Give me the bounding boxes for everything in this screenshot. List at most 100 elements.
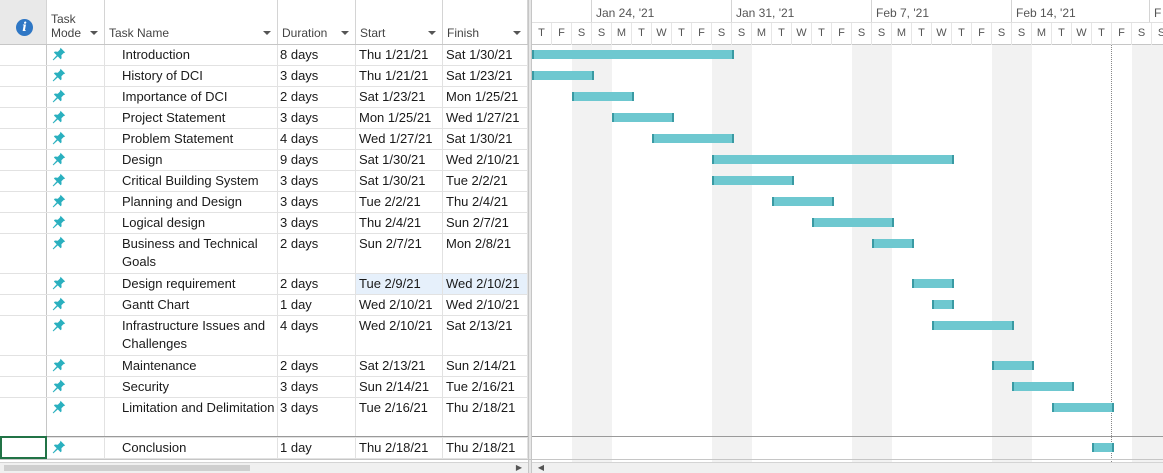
view-splitter[interactable] [528, 0, 532, 473]
task-name-cell[interactable]: Problem Statement [105, 129, 278, 149]
duration-cell[interactable]: 3 days [278, 377, 356, 397]
task-mode-cell[interactable] [47, 87, 105, 107]
finish-cell[interactable]: Thu 2/18/21 [443, 438, 528, 458]
start-cell[interactable]: Sat 1/30/21 [356, 150, 443, 170]
task-mode-cell[interactable] [47, 274, 105, 294]
task-mode-cell[interactable] [47, 213, 105, 233]
row-indicator-cell[interactable] [0, 213, 47, 233]
table-row[interactable]: Conclusion 1 day Thu 2/18/21 Thu 2/18/21 [0, 438, 528, 459]
task-mode-cell[interactable] [47, 108, 105, 128]
table-row[interactable]: Importance of DCI 2 days Sat 1/23/21 Mon 1/… [0, 87, 528, 108]
start-cell[interactable]: Wed 2/10/21 [356, 316, 443, 355]
finish-cell[interactable]: Sat 1/30/21 [443, 45, 528, 65]
row-indicator-cell[interactable] [0, 87, 47, 107]
task-name-cell[interactable]: Infrastructure Issues and Challenges [105, 316, 278, 355]
task-name-cell[interactable]: Critical Building System [105, 171, 278, 191]
table-row[interactable]: Design requirement 2 days Tue 2/9/21 Wed 2/… [0, 274, 528, 295]
task-name-cell[interactable]: Introduction [105, 45, 278, 65]
row-indicator-cell[interactable] [0, 192, 47, 212]
start-cell[interactable]: Thu 1/21/21 [356, 45, 443, 65]
finish-cell[interactable]: Wed 2/10/21 [443, 150, 528, 170]
task-mode-cell[interactable] [47, 129, 105, 149]
task-name-cell[interactable]: Maintenance [105, 356, 278, 376]
task-mode-cell[interactable] [47, 398, 105, 437]
gantt-bar[interactable] [712, 155, 954, 164]
table-row[interactable]: Limitation and Delimitation 3 days Tue 2/1… [0, 398, 528, 438]
finish-cell[interactable]: Wed 2/10/21 [443, 295, 528, 315]
gantt-bar[interactable] [1052, 403, 1114, 412]
chevron-down-icon[interactable] [341, 31, 349, 35]
task-name-cell[interactable]: History of DCI [105, 66, 278, 86]
finish-column-header[interactable]: Finish [443, 0, 528, 44]
task-name-cell[interactable]: Planning and Design [105, 192, 278, 212]
gantt-bar[interactable] [932, 321, 1014, 330]
task-mode-cell[interactable] [47, 316, 105, 355]
start-cell[interactable]: Sun 2/14/21 [356, 377, 443, 397]
task-mode-cell[interactable] [47, 234, 105, 273]
indicators-column-header[interactable]: i [0, 0, 47, 44]
task-name-cell[interactable]: Conclusion [105, 438, 278, 458]
task-mode-cell[interactable] [47, 356, 105, 376]
start-cell[interactable]: Sat 1/30/21 [356, 171, 443, 191]
task-mode-cell[interactable] [47, 377, 105, 397]
row-indicator-cell[interactable] [0, 316, 47, 355]
duration-cell[interactable]: 3 days [278, 66, 356, 86]
gantt-bar[interactable] [912, 279, 954, 288]
gantt-bar[interactable] [872, 239, 914, 248]
gantt-bar[interactable] [612, 113, 674, 122]
task-name-column-header[interactable]: Task Name [105, 0, 278, 44]
duration-cell[interactable]: 8 days [278, 45, 356, 65]
scrollbar-thumb[interactable] [4, 465, 250, 471]
chevron-down-icon[interactable] [513, 31, 521, 35]
row-indicator-cell[interactable] [0, 171, 47, 191]
task-mode-cell[interactable] [47, 171, 105, 191]
finish-cell[interactable]: Wed 2/10/21 [443, 274, 528, 294]
row-indicator-cell[interactable] [0, 234, 47, 273]
gantt-bar[interactable] [532, 71, 594, 80]
table-row[interactable]: Planning and Design 3 days Tue 2/2/21 Thu 2… [0, 192, 528, 213]
row-indicator-cell[interactable] [0, 274, 47, 294]
task-mode-cell[interactable] [47, 438, 105, 458]
duration-cell[interactable]: 1 day [278, 438, 356, 458]
gantt-bar[interactable] [652, 134, 734, 143]
duration-cell[interactable]: 3 days [278, 398, 356, 437]
start-cell[interactable]: Tue 2/2/21 [356, 192, 443, 212]
start-cell[interactable]: Tue 2/16/21 [356, 398, 443, 437]
start-cell[interactable]: Thu 2/4/21 [356, 213, 443, 233]
finish-cell[interactable]: Tue 2/16/21 [443, 377, 528, 397]
start-cell[interactable]: Thu 1/21/21 [356, 66, 443, 86]
table-row[interactable]: Business and Technical Goals 2 days Sun 2/… [0, 234, 528, 274]
table-row[interactable]: Gantt Chart 1 day Wed 2/10/21 Wed 2/10/21 [0, 295, 528, 316]
task-name-cell[interactable]: Business and Technical Goals [105, 234, 278, 273]
start-cell[interactable]: Wed 2/10/21 [356, 295, 443, 315]
finish-cell[interactable]: Mon 2/8/21 [443, 234, 528, 273]
row-indicator-cell[interactable] [0, 398, 47, 437]
table-row[interactable]: Problem Statement 4 days Wed 1/27/21 Sat 1/… [0, 129, 528, 150]
table-row[interactable]: History of DCI 3 days Thu 1/21/21 Sat 1/23/… [0, 66, 528, 87]
gantt-bar[interactable] [772, 197, 834, 206]
chevron-down-icon[interactable] [263, 31, 271, 35]
task-mode-cell[interactable] [47, 66, 105, 86]
task-name-cell[interactable]: Security [105, 377, 278, 397]
gantt-bar[interactable] [1012, 382, 1074, 391]
start-cell[interactable]: Mon 1/25/21 [356, 108, 443, 128]
gantt-bar[interactable] [572, 92, 634, 101]
task-mode-cell[interactable] [47, 45, 105, 65]
gantt-bar[interactable] [932, 300, 954, 309]
start-column-header[interactable]: Start [356, 0, 443, 44]
scroll-right-icon[interactable]: ▶ [515, 463, 523, 472]
task-name-cell[interactable]: Logical design [105, 213, 278, 233]
task-name-cell[interactable]: Gantt Chart [105, 295, 278, 315]
table-row[interactable]: Maintenance 2 days Sat 2/13/21 Sun 2/14/21 [0, 356, 528, 377]
row-indicator-cell[interactable] [0, 150, 47, 170]
duration-cell[interactable]: 3 days [278, 171, 356, 191]
row-indicator-cell[interactable] [0, 66, 47, 86]
finish-cell[interactable]: Sat 1/30/21 [443, 129, 528, 149]
chevron-down-icon[interactable] [90, 31, 98, 35]
task-mode-column-header[interactable]: Task Mode [47, 0, 105, 44]
finish-cell[interactable]: Tue 2/2/21 [443, 171, 528, 191]
finish-cell[interactable]: Mon 1/25/21 [443, 87, 528, 107]
row-indicator-cell[interactable] [0, 377, 47, 397]
table-row[interactable]: Design 9 days Sat 1/30/21 Wed 2/10/21 [0, 150, 528, 171]
chart-horizontal-scrollbar[interactable] [532, 462, 1163, 473]
